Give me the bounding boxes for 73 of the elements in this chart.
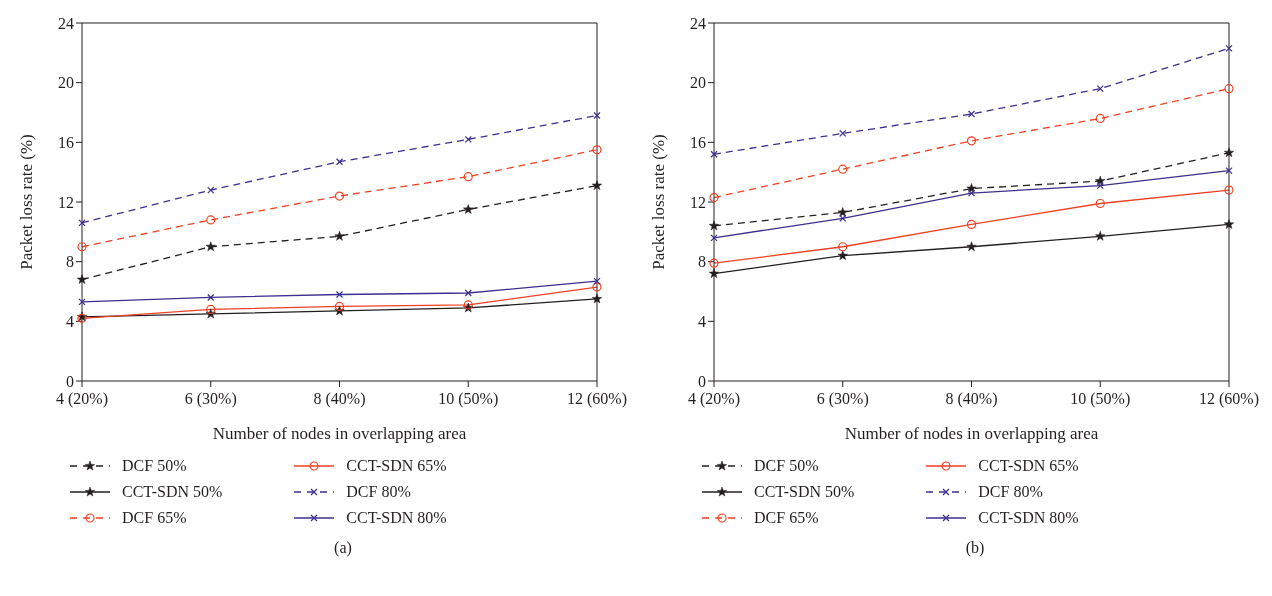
x-axis-title: Number of nodes in overlapping area [844, 424, 1099, 443]
legend-label: CCT-SDN 65% [346, 457, 447, 475]
point [592, 145, 602, 155]
legend-label: DCF 65% [122, 509, 187, 527]
point [1223, 147, 1235, 158]
legend-label: DCF 50% [122, 457, 187, 475]
y-tick-label: 16 [58, 134, 74, 152]
point [966, 241, 977, 252]
y-tick-label: 8 [66, 253, 74, 271]
point [838, 164, 848, 174]
legend-label: DCF 50% [754, 457, 819, 475]
y-tick-label: 4 [698, 313, 706, 331]
text: (a) [333, 539, 353, 557]
x-tick-label: 4 (20%) [688, 390, 740, 409]
y-tick-label: 4 [66, 313, 74, 331]
y-tick-label: 20 [58, 74, 74, 92]
y-tick-label: 16 [690, 134, 706, 152]
x-tick-label: 12 (60%) [1199, 390, 1259, 409]
point [76, 274, 88, 284]
x-tick-label: 4 (20%) [56, 390, 108, 409]
point [205, 241, 216, 252]
point [708, 268, 720, 278]
point [708, 220, 720, 231]
point [1095, 113, 1105, 124]
point [463, 172, 473, 182]
point [592, 282, 602, 292]
point [206, 304, 216, 314]
point [206, 215, 216, 225]
point [591, 293, 603, 304]
text: (b) [964, 539, 986, 557]
y-axis-title: Packet loss rate (%) [649, 134, 669, 270]
y-tick-label: 0 [698, 372, 706, 390]
legend-label: CCT-SDN 50% [122, 483, 223, 501]
point [1224, 185, 1234, 195]
x-tick-label: 10 (50%) [1070, 390, 1131, 409]
x-tick-label: 8 (40%) [313, 390, 366, 409]
point [709, 192, 719, 203]
y-tick-label: 0 [66, 372, 74, 390]
point [838, 242, 848, 252]
point [966, 219, 977, 229]
legend-label: CCT-SDN 50% [754, 483, 855, 501]
point [77, 242, 87, 252]
y-tick-label: 24 [690, 14, 706, 32]
point [591, 180, 603, 190]
point [334, 301, 345, 312]
point [463, 204, 474, 214]
y-tick-label: 12 [690, 193, 706, 211]
y-tick-label: 20 [690, 74, 706, 92]
point [334, 191, 345, 201]
legend-label: DCF 80% [346, 483, 411, 501]
point [334, 231, 345, 241]
legend-label: DCF 65% [754, 509, 819, 527]
x-tick-label: 10 (50%) [438, 390, 499, 409]
y-tick-label: 8 [698, 253, 706, 271]
point [1095, 198, 1105, 209]
legend-label: CCT-SDN 65% [978, 457, 1079, 475]
x-tick-label: 8 (40%) [945, 390, 998, 409]
x-tick-label: 6 (30%) [184, 390, 237, 409]
x-tick-label: 12 (60%) [567, 390, 627, 409]
point [1095, 231, 1106, 241]
y-axis-title: Packet loss rate (%) [17, 134, 37, 270]
point [966, 136, 977, 146]
legend-label: CCT-SDN 80% [346, 509, 447, 527]
legend-label: DCF 80% [978, 483, 1043, 501]
y-tick-label: 24 [58, 14, 74, 32]
point [1223, 219, 1235, 229]
x-tick-label: 6 (30%) [816, 390, 869, 409]
point [709, 258, 719, 268]
legend-label: CCT-SDN 80% [978, 509, 1079, 527]
point [1224, 84, 1234, 94]
y-tick-label: 12 [58, 193, 74, 211]
point [837, 250, 848, 260]
x-axis-title: Number of nodes in overlapping area [212, 424, 467, 443]
